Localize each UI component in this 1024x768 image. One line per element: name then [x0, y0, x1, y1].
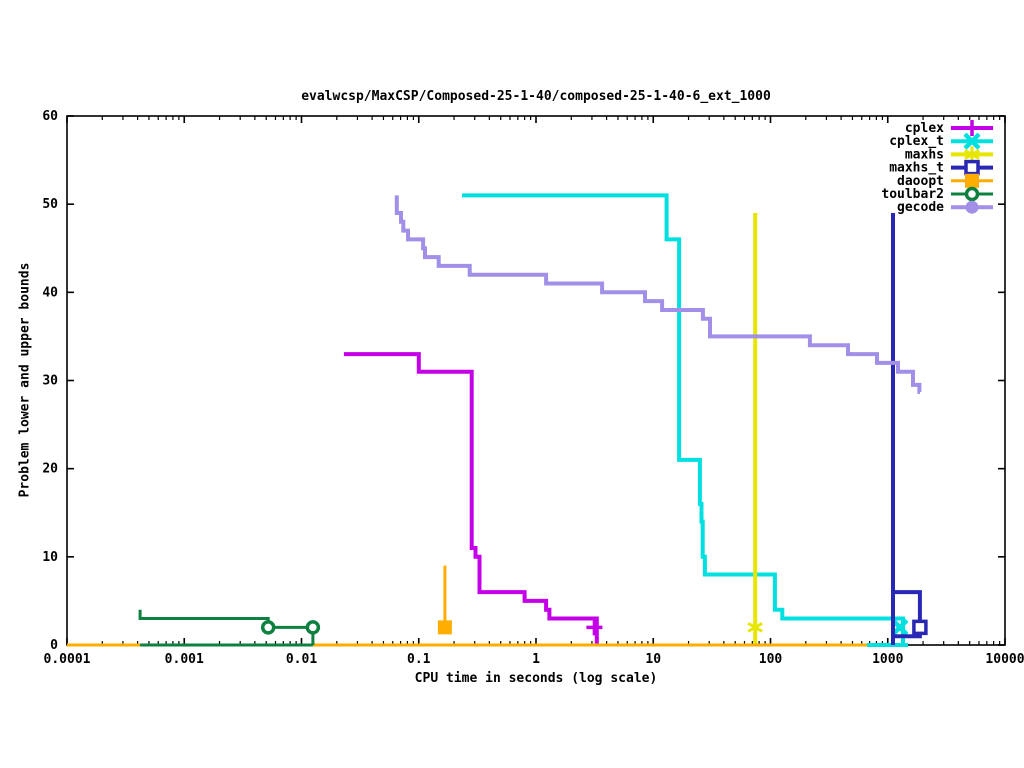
- legend-label-maxhs: maxhs: [905, 147, 944, 162]
- y-tick-label: 30: [42, 374, 58, 389]
- x-tick-label: 1000: [872, 652, 903, 667]
- x-tick-label: 100: [759, 652, 783, 667]
- legend-marker-gecode: [965, 200, 979, 214]
- legend-marker-toulbar2: [964, 186, 980, 202]
- y-tick-label: 20: [42, 462, 58, 477]
- series-toulbar2-marker: [305, 620, 321, 635]
- series-maxhs-marker: [747, 619, 763, 636]
- series-toulbar2-path-0: [138, 609, 315, 645]
- y-tick-label: 50: [42, 197, 58, 212]
- series-cplex-marker: [586, 619, 603, 636]
- legend-marker-daoopt: [965, 173, 979, 188]
- series-cplex_t-path-0: [462, 193, 905, 645]
- x-tick-label: 10000: [985, 652, 1024, 667]
- legend-label-cplex: cplex: [905, 121, 944, 136]
- series-daoopt-marker: [437, 620, 452, 635]
- x-tick-label: 1: [532, 652, 540, 667]
- legend-marker-cplex_t: [963, 132, 981, 150]
- y-tick-label: 10: [42, 550, 58, 565]
- legend-label-cplex_t: cplex_t: [889, 134, 944, 149]
- chart-title: evalwcsp/MaxCSP/Composed-25-1-40/compose…: [301, 89, 771, 104]
- legend-label-gecode: gecode: [897, 200, 944, 215]
- series-maxhs_t-path-1: [893, 590, 922, 628]
- x-tick-label: 0.1: [407, 652, 431, 667]
- series-toulbar2-marker: [260, 620, 276, 635]
- series-maxhs_t-marker: [912, 619, 928, 636]
- legend-marker-maxhs: [964, 146, 980, 163]
- series-gecode-path-0: [394, 195, 922, 394]
- y-tick-label: 60: [42, 109, 58, 124]
- legend-label-toulbar2: toulbar2: [881, 187, 944, 202]
- x-tick-label: 10: [645, 652, 661, 667]
- legend-label-daoopt: daoopt: [897, 174, 944, 189]
- y-tick-label: 0: [50, 638, 58, 653]
- y-tick-label: 40: [42, 285, 58, 300]
- series-cplex_t-marker: [891, 618, 909, 636]
- legend-marker-cplex: [964, 120, 980, 136]
- legend-label-maxhs_t: maxhs_t: [889, 161, 944, 176]
- x-tick-label: 0.001: [165, 652, 204, 667]
- x-tick-label: 0.0001: [44, 652, 91, 667]
- x-axis-label: CPU time in seconds (log scale): [414, 671, 658, 686]
- legend-marker-maxhs_t: [964, 159, 980, 176]
- series-cplex-path-0: [343, 352, 599, 645]
- x-tick-label: 0.01: [286, 652, 317, 667]
